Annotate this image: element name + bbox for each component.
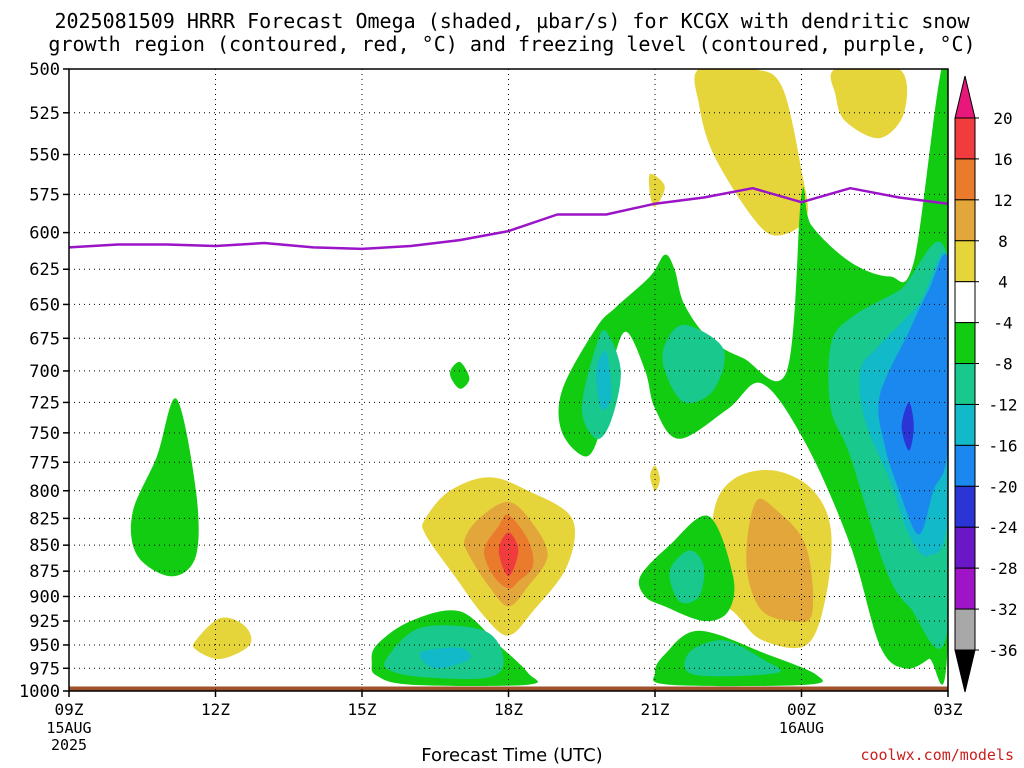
y-tick-label: 925 bbox=[29, 612, 60, 632]
x-tick-label: 18Z bbox=[494, 700, 523, 719]
freezing-level-line bbox=[69, 186, 948, 251]
omega-region bbox=[558, 69, 948, 685]
y-tick-label: 1000 bbox=[19, 682, 60, 702]
ground-band-rect bbox=[69, 686, 948, 691]
x-tick-label: 15Z bbox=[348, 700, 377, 719]
colorbar-bin bbox=[954, 322, 976, 365]
omega-region bbox=[192, 617, 252, 660]
y-tick-label: 950 bbox=[29, 636, 60, 656]
x-tick-date: 16AUG bbox=[779, 719, 824, 737]
y-tick-label: 875 bbox=[29, 562, 60, 582]
omega-region bbox=[648, 173, 665, 207]
y-tick-label: 500 bbox=[29, 60, 60, 80]
colorbar-label: 12 bbox=[993, 191, 1012, 210]
colorbar-label: -8 bbox=[993, 355, 1012, 374]
colorbar-top-arrow bbox=[954, 75, 976, 119]
y-tick-label: 650 bbox=[29, 295, 60, 315]
colorbar-label: 16 bbox=[993, 150, 1012, 169]
freezing-level-contour bbox=[69, 186, 948, 251]
omega-region bbox=[596, 350, 612, 410]
y-tick-label: 850 bbox=[29, 536, 60, 556]
y-tick-label: 525 bbox=[29, 104, 60, 124]
colorbar-bin bbox=[954, 363, 976, 405]
omega-region bbox=[130, 398, 199, 577]
y-tick-label: 825 bbox=[29, 509, 60, 529]
omega-region bbox=[878, 253, 948, 535]
chart-title-line2: growth region (contoured, red, °C) and f… bbox=[48, 32, 976, 56]
omega-region bbox=[650, 465, 660, 491]
colorbar: 20 16 12 8 4 -4 -8 -12 -16 -20 -24 -28 -32 -36 bbox=[954, 75, 1018, 693]
colorbar-label: -32 bbox=[989, 600, 1018, 619]
colorbar-label: -4 bbox=[993, 314, 1012, 333]
y-tick-label: 775 bbox=[29, 453, 60, 473]
x-axis-title: Forecast Time (UTC) bbox=[421, 745, 603, 766]
y-tick-label: 975 bbox=[29, 659, 60, 679]
x-tick-label: 21Z bbox=[641, 700, 670, 719]
colorbar-bottom-arrow bbox=[954, 649, 976, 693]
y-tick-label: 700 bbox=[29, 362, 60, 382]
y-tick-label: 550 bbox=[29, 146, 60, 166]
y-tick-label: 625 bbox=[29, 260, 60, 280]
omega-shading bbox=[130, 69, 948, 687]
colorbar-label: 8 bbox=[998, 232, 1008, 251]
y-tick-label: 575 bbox=[29, 185, 60, 205]
colorbar-label: -12 bbox=[989, 395, 1018, 414]
x-tick-label: 03Z bbox=[934, 700, 963, 719]
omega-region bbox=[694, 69, 808, 236]
colorbar-bin bbox=[954, 199, 976, 242]
omega-region bbox=[901, 402, 914, 451]
colorbar-bin bbox=[954, 281, 976, 324]
omega-region bbox=[830, 69, 908, 139]
colorbar-bin bbox=[954, 608, 976, 651]
colorbar-bin bbox=[954, 444, 976, 487]
grid-lines bbox=[69, 69, 948, 691]
colorbar-label: -20 bbox=[989, 477, 1018, 496]
y-tick-label: 900 bbox=[29, 587, 60, 607]
omega-region bbox=[449, 361, 470, 389]
colorbar-label: 4 bbox=[998, 273, 1008, 292]
omega-region bbox=[746, 498, 814, 623]
y-tick-label: 750 bbox=[29, 424, 60, 444]
x-tick-date: 15AUG bbox=[46, 719, 91, 737]
colorbar-bin bbox=[954, 240, 976, 283]
colorbar-bin bbox=[954, 567, 976, 610]
y-axis: 500 525 550 575 600 625 650 675 700 725 750 775 800 8… bbox=[19, 60, 69, 702]
colorbar-bin bbox=[954, 117, 976, 160]
x-tick-label: 09Z bbox=[55, 700, 84, 719]
y-tick-label: 675 bbox=[29, 329, 60, 349]
chart-title-line1: 2025081509 HRRR Forecast Omega (shaded, … bbox=[54, 9, 970, 33]
omega-region bbox=[419, 647, 471, 669]
y-tick-label: 800 bbox=[29, 482, 60, 502]
x-tick-date: 2025 bbox=[51, 736, 87, 754]
colorbar-label: -28 bbox=[989, 559, 1018, 578]
y-tick-label: 600 bbox=[29, 224, 60, 244]
site-credit: coolwx.com/models bbox=[860, 746, 1014, 764]
x-tick-label: 12Z bbox=[201, 700, 230, 719]
colorbar-label: 20 bbox=[993, 109, 1012, 128]
y-tick-label: 725 bbox=[29, 393, 60, 413]
colorbar-bin bbox=[954, 485, 976, 528]
omega-region bbox=[669, 550, 705, 604]
x-tick-label: 00Z bbox=[787, 700, 816, 719]
omega-region bbox=[662, 324, 725, 404]
colorbar-bin bbox=[954, 403, 976, 446]
colorbar-label: -24 bbox=[989, 518, 1018, 537]
colorbar-bin bbox=[954, 526, 976, 569]
ground-band bbox=[69, 686, 948, 691]
colorbar-bin bbox=[954, 158, 976, 201]
colorbar-label: -16 bbox=[989, 436, 1018, 455]
colorbar-label: -36 bbox=[989, 641, 1018, 660]
omega-region bbox=[684, 640, 781, 677]
